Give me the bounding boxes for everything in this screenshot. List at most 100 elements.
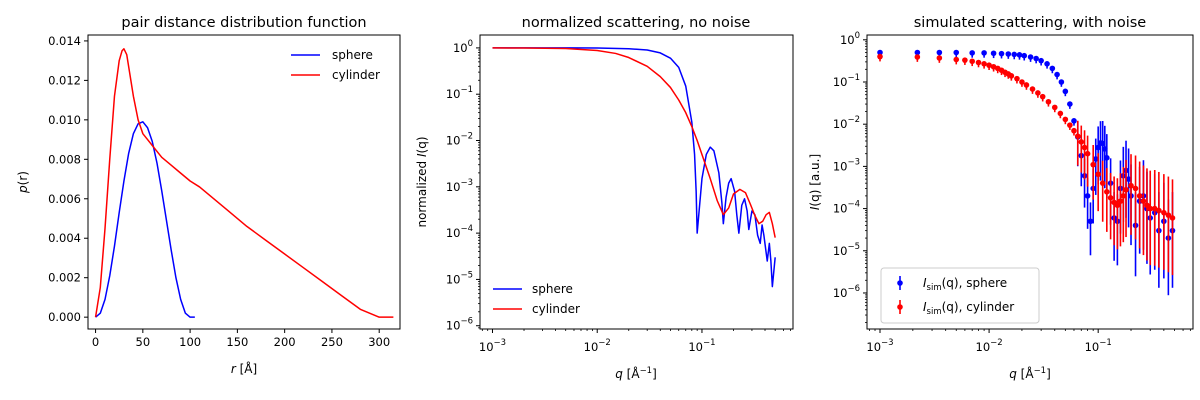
x-tick-label: 150 (226, 335, 248, 349)
y-tick-label: 0.004 (48, 231, 81, 245)
legend-frame (880, 267, 1040, 324)
y-tick-label: 10−3 (446, 178, 473, 194)
data-point-sphere (936, 49, 943, 56)
data-point-cylinder (1128, 182, 1134, 189)
y-tick-label: 10−5 (833, 242, 860, 258)
panel-1-legend: sphere cylinder (291, 48, 380, 82)
data-point-cylinder (1057, 110, 1064, 117)
series-line-sphere (492, 47, 776, 288)
panel-3-ylabel: I(q) [a.u.] (808, 154, 822, 210)
x-tick-label: 10−3 (479, 338, 506, 354)
panel-3-axes-frame (866, 34, 1194, 330)
panel-1-ticks: 0 50 100 150 200 250 300 0.000 0.002 0.004 0.006 0.… (48, 34, 390, 349)
y-tick-label: 10−3 (833, 157, 860, 173)
panel-2-legend: sphere cylinder (493, 282, 580, 316)
data-point-sphere (1049, 65, 1056, 72)
x-tick-label: 250 (321, 335, 343, 349)
series-line-cylinder (492, 47, 776, 238)
data-point-cylinder (1165, 212, 1172, 218)
panel-1-title: pair distance distribution function (121, 15, 366, 31)
legend-label-sphere: sphere (332, 48, 373, 62)
data-point-cylinder (1140, 198, 1147, 204)
y-tick-label: 10−2 (833, 115, 860, 131)
data-point-cylinder (1023, 82, 1030, 88)
data-point-cylinder (1067, 122, 1073, 128)
legend-label-sphere: sphere (532, 282, 573, 296)
y-tick-label: 0.012 (48, 73, 81, 87)
x-tick-label: 10−2 (584, 338, 611, 354)
data-point-cylinder (1114, 202, 1121, 209)
y-tick-label: 0.010 (48, 113, 81, 127)
x-tick-label: 300 (368, 335, 390, 349)
panel-noisy-scattering: simulated scattering, with noise 10−3 10−… (808, 15, 1194, 381)
data-point-cylinder (936, 55, 943, 61)
panel-2-ylabel: normalized I(q) (415, 136, 429, 227)
data-point-cylinder (1035, 90, 1041, 96)
x-tick-label: 50 (136, 335, 151, 349)
series-line-cylinder (94, 48, 394, 318)
y-tick-label: 100 (453, 39, 473, 55)
data-point-cylinder (1095, 171, 1101, 178)
legend-marker-cylinder (897, 304, 903, 310)
series-line-sphere (95, 121, 195, 318)
x-tick-label: 100 (179, 335, 201, 349)
data-point-cylinder (1008, 73, 1015, 79)
data-point-sphere (990, 50, 997, 57)
y-tick-label: 10−6 (833, 284, 860, 300)
panel-3-legend: Isim(q), sphere Isim(q), cylinder (880, 267, 1040, 324)
data-point-cylinder (1062, 116, 1069, 123)
data-point-sphere (1084, 193, 1091, 199)
data-point-cylinder (1045, 98, 1052, 105)
panel-2-ticks: 10−3 10−2 10−1 10−6 10−5 10−4 10−3 10−2 10−1 100 (446, 39, 791, 354)
data-point-sphere (981, 50, 987, 56)
panel-3-title: simulated scattering, with noise (914, 15, 1147, 31)
panel-normalized-scattering: normalized scattering, no noise 10−3 10−2… (415, 15, 794, 381)
panel-2-xlabel: q [Å−1] (615, 366, 657, 381)
data-point-cylinder (969, 58, 975, 65)
x-tick-label: 10−1 (1085, 338, 1112, 354)
y-tick-label: 100 (840, 31, 860, 47)
y-tick-label: 10−2 (446, 132, 473, 148)
legend-label-cylinder: cylinder (332, 68, 380, 82)
data-point-cylinder (1107, 195, 1114, 201)
data-point-sphere (1027, 54, 1034, 60)
legend-marker-sphere (897, 280, 903, 286)
data-point-sphere (1087, 218, 1094, 225)
data-point-cylinder (914, 54, 921, 60)
data-point-cylinder (1099, 180, 1106, 186)
data-point-sphere (1104, 154, 1110, 161)
panel-3-series (877, 49, 1176, 296)
data-point-sphere (1038, 57, 1044, 64)
data-point-sphere (1005, 51, 1012, 57)
data-point-cylinder (1156, 207, 1162, 214)
y-tick-label: 0.000 (48, 310, 81, 324)
y-tick-label: 10−4 (446, 224, 473, 240)
data-point-cylinder (1169, 215, 1176, 221)
legend-label-cylinder: cylinder (532, 302, 580, 316)
data-point-sphere (1011, 51, 1018, 58)
data-point-cylinder (1104, 188, 1110, 195)
data-point-cylinder (1147, 205, 1154, 212)
panel-2-series (492, 47, 776, 288)
data-point-cylinder (1090, 161, 1096, 168)
legend-label-sphere: Isim(q), sphere (923, 276, 1007, 293)
x-tick-label: 10−3 (866, 338, 893, 354)
data-point-sphere (1054, 71, 1060, 78)
data-point-cylinder (1136, 193, 1143, 199)
data-point-cylinder (1132, 185, 1139, 192)
data-point-cylinder (1120, 193, 1127, 199)
data-point-cylinder (1117, 198, 1124, 204)
data-point-sphere (1092, 156, 1099, 162)
data-point-sphere (1095, 144, 1101, 151)
data-point-sphere (877, 49, 883, 56)
y-tick-label: 10−6 (446, 317, 473, 333)
data-point-cylinder (1074, 133, 1081, 139)
data-point-cylinder (953, 56, 960, 63)
x-tick-label: 10−1 (688, 338, 715, 354)
data-point-cylinder (1081, 144, 1088, 151)
data-point-sphere (1125, 176, 1132, 182)
data-point-cylinder (877, 53, 883, 60)
data-point-sphere (1033, 55, 1039, 62)
